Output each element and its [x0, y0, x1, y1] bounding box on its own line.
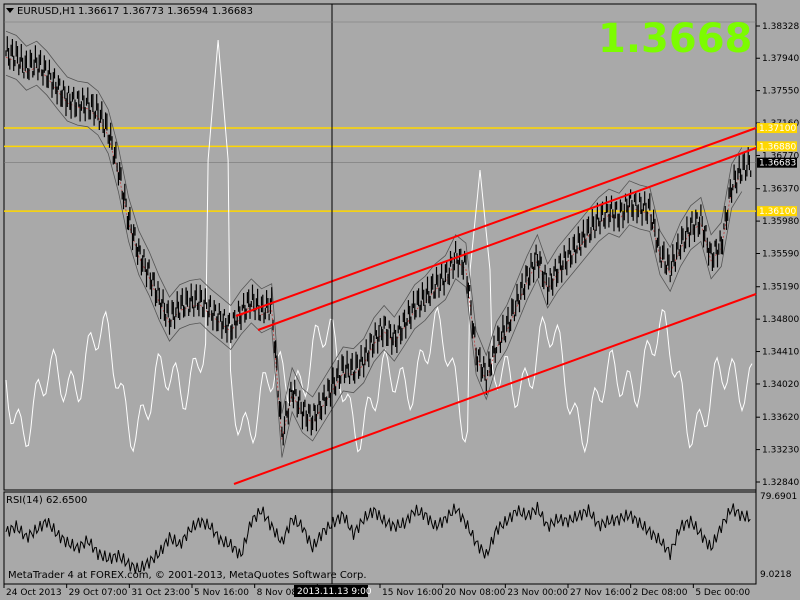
collapse-triangle-icon[interactable]	[6, 8, 14, 13]
rsi-title: RSI(14) 62.6500	[6, 495, 87, 506]
price-tick-label: 1.36370	[762, 185, 799, 195]
symbol-label: EURUSD,H1	[17, 6, 76, 17]
band-upper	[5, 30, 743, 414]
price-tick-label: 1.32840	[762, 478, 799, 488]
oscillator-line	[5, 39, 753, 454]
price-tick-label: 1.34410	[762, 348, 799, 358]
main-panel	[3, 3, 757, 491]
time-tick-label: 15 Nov 16:00	[382, 588, 443, 598]
channel-line-upper[interactable]	[235, 127, 757, 317]
time-tick-label: 31 Oct 23:00	[131, 588, 190, 598]
time-tick-label: 23 Nov 00:00	[507, 588, 568, 598]
time-tick-label: 29 Oct 07:00	[69, 588, 128, 598]
price-tick-label: 1.35980	[762, 217, 799, 227]
time-tick-label: 2 Dec 08:00	[633, 588, 688, 598]
rsi-panel	[3, 491, 757, 585]
rsi-line	[5, 501, 751, 574]
price-tick-label: 1.34800	[762, 315, 799, 325]
level-tag-label: 1.37100	[759, 124, 796, 134]
price-tick-label: 1.37550	[762, 87, 799, 97]
price-tick-label: 1.33620	[762, 413, 799, 423]
price-tick-label: 1.35190	[762, 283, 799, 293]
rsi-axis-label: 9.0218	[760, 570, 792, 580]
price-tick-label: 1.34020	[762, 380, 799, 390]
big-price-display: 1.3668	[598, 16, 752, 62]
channel-line-mid[interactable]	[257, 147, 757, 331]
current-price-tag: 1.36683	[759, 159, 796, 169]
time-tick-label: 5 Nov 16:00	[194, 588, 249, 598]
level-tag-label: 1.36880	[759, 142, 796, 152]
level-tag-box	[757, 141, 797, 152]
time-tick-label: 5 Dec 00:00	[695, 588, 750, 598]
price-tick-label: 1.33230	[762, 446, 799, 456]
price-tick-label: 1.37940	[762, 54, 799, 64]
time-tick-label: 24 Oct 2013	[6, 588, 62, 598]
time-tick-label: 8 Nov 08:00	[257, 588, 312, 598]
time-tick-label: 20 Nov 08:00	[445, 588, 506, 598]
current-price-tag-box	[757, 157, 797, 168]
price-tick-label: 1.36770	[762, 151, 799, 161]
crosshair-time-label: 2013.11.13 9:00	[297, 587, 372, 597]
ohlc-readout: 1.36617 1.36773 1.36594 1.36683	[78, 6, 253, 17]
price-tick-label: 1.35590	[762, 250, 799, 260]
time-tick-label: 27 Nov 16:00	[570, 588, 631, 598]
channel-line-lower[interactable]	[233, 293, 757, 485]
level-tag-box	[757, 123, 797, 134]
band-lower	[5, 74, 743, 458]
price-tick-label: 1.38328	[762, 22, 799, 32]
crosshair-time-box	[294, 585, 368, 597]
level-tag-label: 1.36100	[759, 207, 796, 217]
rsi-axis-label: 79.6901	[760, 492, 797, 502]
level-tag-box	[757, 206, 797, 217]
copyright-text: MetaTrader 4 at FOREX.com, © 2001-2013, …	[8, 570, 367, 581]
